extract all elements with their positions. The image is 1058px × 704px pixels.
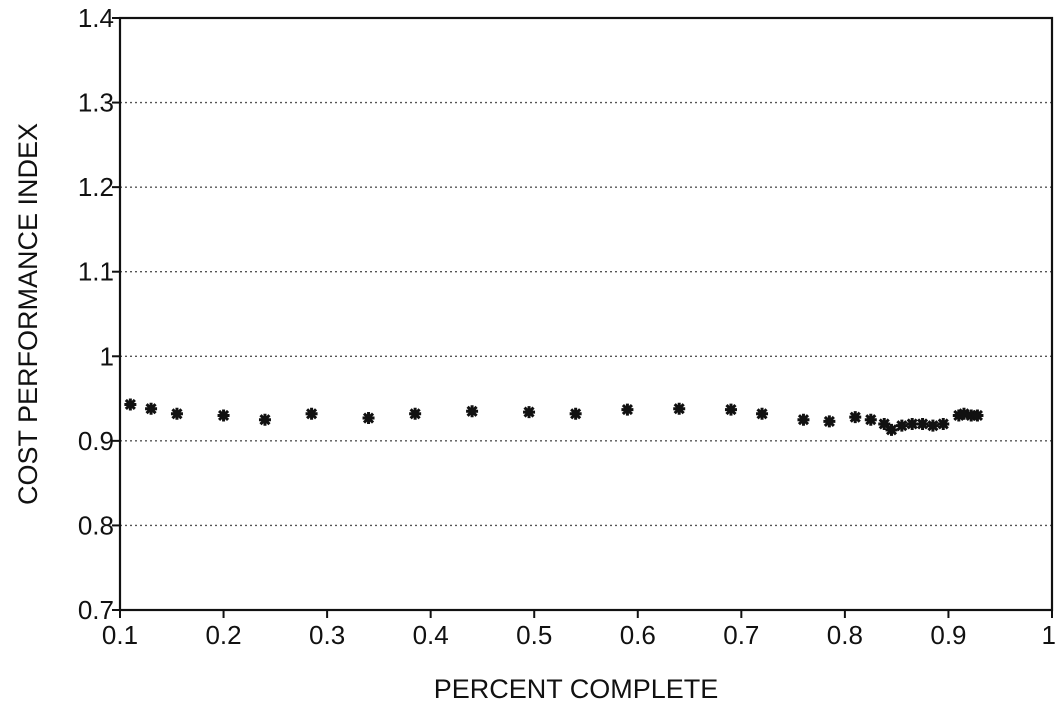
data-point <box>878 417 891 430</box>
data-point <box>906 417 919 430</box>
y-tick-label: 1.2 <box>78 172 114 202</box>
x-axis-label: PERCENT COMPLETE <box>434 674 719 704</box>
x-tick-label: 0.5 <box>516 620 552 650</box>
data-points <box>124 398 984 436</box>
x-tick-label: 0.4 <box>413 620 449 650</box>
data-point <box>965 409 978 422</box>
gridlines <box>120 101 1052 527</box>
y-tick-label: 0.8 <box>78 510 114 540</box>
data-point <box>621 403 634 416</box>
data-point <box>466 405 479 418</box>
data-point <box>916 417 929 430</box>
x-tick-label: 0.6 <box>620 620 656 650</box>
y-tick-label: 1.3 <box>78 88 114 118</box>
data-point <box>569 407 582 420</box>
data-point <box>305 407 318 420</box>
x-tick-label: 0.7 <box>723 620 759 650</box>
data-point <box>952 409 965 422</box>
data-point <box>797 413 810 426</box>
x-tick-label: 0.3 <box>309 620 345 650</box>
data-point <box>971 409 984 422</box>
data-point <box>864 413 877 426</box>
x-tick-label: 0.2 <box>205 620 241 650</box>
data-point <box>957 407 970 420</box>
data-point <box>362 412 375 425</box>
y-tick-label: 0.7 <box>78 595 114 625</box>
x-tick-label: 0.8 <box>827 620 863 650</box>
data-point <box>823 415 836 428</box>
y-tick-label: 1.1 <box>78 257 114 287</box>
data-point <box>849 411 862 424</box>
plot-frame <box>118 16 1054 612</box>
data-point <box>409 407 422 420</box>
data-point <box>724 403 737 416</box>
y-axis-label: COST PERFORMANCE INDEX <box>13 123 43 505</box>
data-point <box>145 402 158 415</box>
y-tick-label: 1 <box>100 341 114 371</box>
data-point <box>170 407 183 420</box>
data-point <box>217 409 230 422</box>
y-tick-label: 0.9 <box>78 426 114 456</box>
data-point <box>523 406 536 419</box>
data-point <box>926 419 939 432</box>
x-tick-label: 0.1 <box>102 620 138 650</box>
data-point <box>124 398 137 411</box>
data-point <box>895 419 908 432</box>
x-tick-label: 0.9 <box>930 620 966 650</box>
x-tick-label: 1 <box>1042 620 1056 650</box>
data-point <box>756 407 769 420</box>
data-point <box>937 417 950 430</box>
data-point <box>673 402 686 415</box>
y-tick-label: 1.4 <box>78 3 114 33</box>
data-point <box>258 413 271 426</box>
data-point <box>885 423 898 436</box>
axis-ticks: 0.7 0.8 0.9 1 1.1 1.2 1.3 1.4 0.1 0.2 0.3 0.4 0.5 0.6… <box>78 3 1056 650</box>
